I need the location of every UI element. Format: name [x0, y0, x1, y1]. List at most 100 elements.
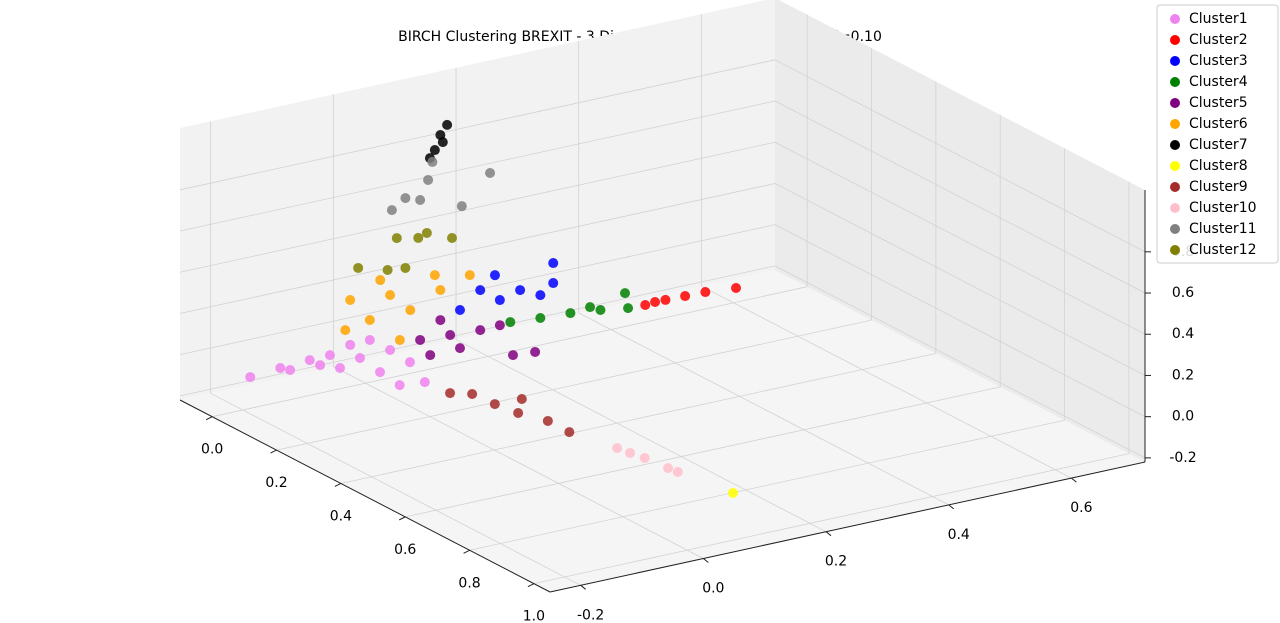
data-point [353, 262, 364, 273]
data-point [429, 145, 440, 156]
data-point [394, 380, 405, 391]
x-tick [463, 549, 470, 554]
data-point [619, 288, 630, 299]
y-tick-label: -0.2 [577, 607, 604, 623]
data-point [385, 289, 396, 300]
data-point [530, 346, 541, 357]
data-point [513, 408, 524, 419]
data-point [595, 305, 606, 316]
data-point [437, 137, 448, 148]
data-point [494, 320, 505, 331]
grid-line [533, 453, 1129, 585]
grid-line [179, 100, 776, 232]
legend-marker [1170, 14, 1180, 24]
legend-marker [1170, 77, 1180, 87]
data-point [515, 285, 526, 296]
data-point [700, 287, 711, 298]
legend-label: Cluster5 [1189, 95, 1248, 111]
left-pane [180, 0, 775, 400]
data-point [413, 232, 424, 243]
legend-marker [1170, 161, 1180, 171]
legend-label: Cluster4 [1189, 74, 1248, 90]
data-point [663, 463, 674, 474]
grid-line [333, 366, 704, 559]
data-point [565, 308, 576, 319]
data-point [505, 317, 516, 328]
data-point [425, 350, 436, 361]
data-point [464, 270, 475, 281]
grid-line [701, 285, 1072, 479]
legend-label: Cluster8 [1189, 158, 1248, 174]
legend-label: Cluster11 [1189, 221, 1257, 237]
data-point [285, 365, 296, 376]
data-point [535, 290, 546, 301]
data-point [680, 291, 691, 302]
data-point [467, 389, 478, 400]
grid-line [469, 419, 1065, 551]
data-point [405, 305, 416, 316]
data-point [442, 119, 453, 130]
data-point [624, 447, 635, 458]
x-tick-label: 0.8 [458, 575, 480, 591]
data-point [660, 294, 671, 305]
legend-label: Cluster6 [1189, 116, 1248, 132]
data-point [415, 334, 426, 345]
data-point [427, 156, 438, 167]
data-point [623, 303, 634, 314]
grid-line [774, 183, 1146, 376]
data-point [731, 283, 742, 294]
legend-marker [1170, 182, 1180, 192]
y-tick [948, 504, 955, 510]
grid-line [179, 183, 776, 314]
data-point [456, 201, 467, 212]
y-axis-line [549, 461, 1146, 593]
data-point [640, 299, 651, 310]
data-point [382, 264, 393, 275]
data-point [345, 339, 356, 350]
data-point [324, 350, 335, 361]
x-tick [205, 416, 213, 421]
y-tick [1071, 477, 1077, 483]
data-point [340, 325, 351, 336]
y-tick [703, 558, 709, 563]
y-tick-label: 0.4 [948, 527, 970, 543]
data-point [542, 415, 553, 426]
data-point [429, 270, 440, 281]
data-point [445, 388, 456, 399]
grid-line [455, 339, 827, 533]
x-tick [270, 449, 277, 454]
legend-label: Cluster9 [1189, 179, 1248, 195]
data-point [304, 355, 315, 366]
data-point [548, 258, 559, 269]
data-point [400, 262, 411, 273]
y-tick [580, 584, 586, 590]
data-point [475, 325, 486, 336]
x-tick-label: 0.2 [265, 475, 287, 491]
grid-line [179, 141, 776, 273]
data-point [315, 360, 326, 371]
data-point [489, 399, 500, 410]
legend-label: Cluster12 [1189, 242, 1257, 258]
y-tick [825, 531, 832, 537]
data-point [375, 275, 386, 286]
data-point [612, 443, 623, 454]
legend-marker [1170, 35, 1180, 45]
legend-label: Cluster7 [1189, 137, 1248, 153]
data-point [415, 195, 426, 206]
legend-label: Cluster10 [1189, 200, 1257, 216]
grid-line [578, 312, 949, 506]
data-point [421, 227, 432, 238]
data-point [245, 372, 256, 383]
x-tick-label: 1.0 [523, 609, 545, 623]
legend-marker [1170, 224, 1180, 234]
legend-marker [1170, 203, 1180, 213]
data-point [489, 270, 500, 281]
x-tick [527, 583, 535, 588]
grid-line [774, 265, 1146, 459]
data-point [516, 394, 527, 405]
grid-line [774, 100, 1146, 294]
legend-marker [1170, 140, 1180, 150]
data-point [650, 297, 661, 308]
